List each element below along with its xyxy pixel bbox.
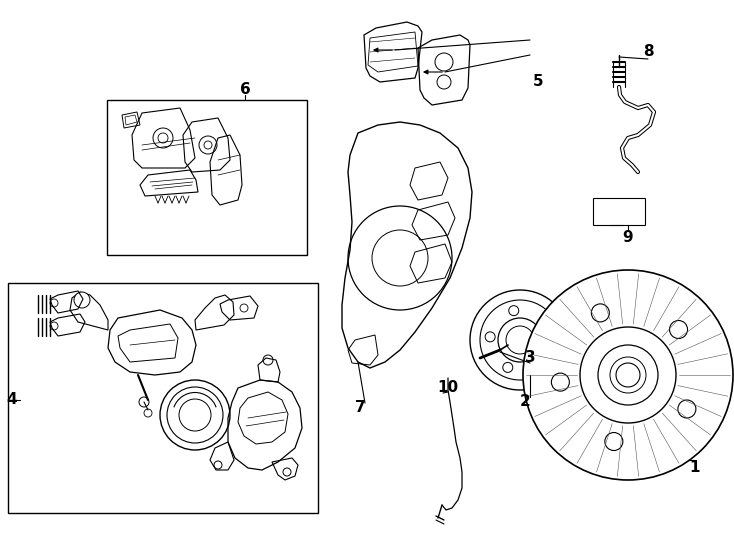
Circle shape <box>551 373 570 391</box>
Bar <box>593 198 645 225</box>
Circle shape <box>523 270 733 480</box>
Circle shape <box>144 409 152 417</box>
Circle shape <box>678 400 696 418</box>
Text: 4: 4 <box>7 393 18 408</box>
Circle shape <box>470 290 570 390</box>
Text: 6: 6 <box>239 83 250 98</box>
Text: 2: 2 <box>520 395 531 409</box>
Text: 1: 1 <box>690 461 700 476</box>
Text: 10: 10 <box>437 381 459 395</box>
Text: 7: 7 <box>355 401 366 415</box>
Text: 5: 5 <box>533 75 543 90</box>
Circle shape <box>580 327 676 423</box>
Circle shape <box>624 199 642 217</box>
Circle shape <box>605 433 623 450</box>
Bar <box>8 283 318 513</box>
Circle shape <box>139 397 149 407</box>
Circle shape <box>74 292 90 308</box>
Circle shape <box>594 199 612 217</box>
Circle shape <box>611 206 629 224</box>
Bar <box>107 100 307 255</box>
Text: 8: 8 <box>643 44 653 59</box>
Circle shape <box>592 304 609 322</box>
Circle shape <box>669 321 688 339</box>
Text: 9: 9 <box>622 231 633 246</box>
Circle shape <box>160 380 230 450</box>
Text: 3: 3 <box>525 350 535 366</box>
